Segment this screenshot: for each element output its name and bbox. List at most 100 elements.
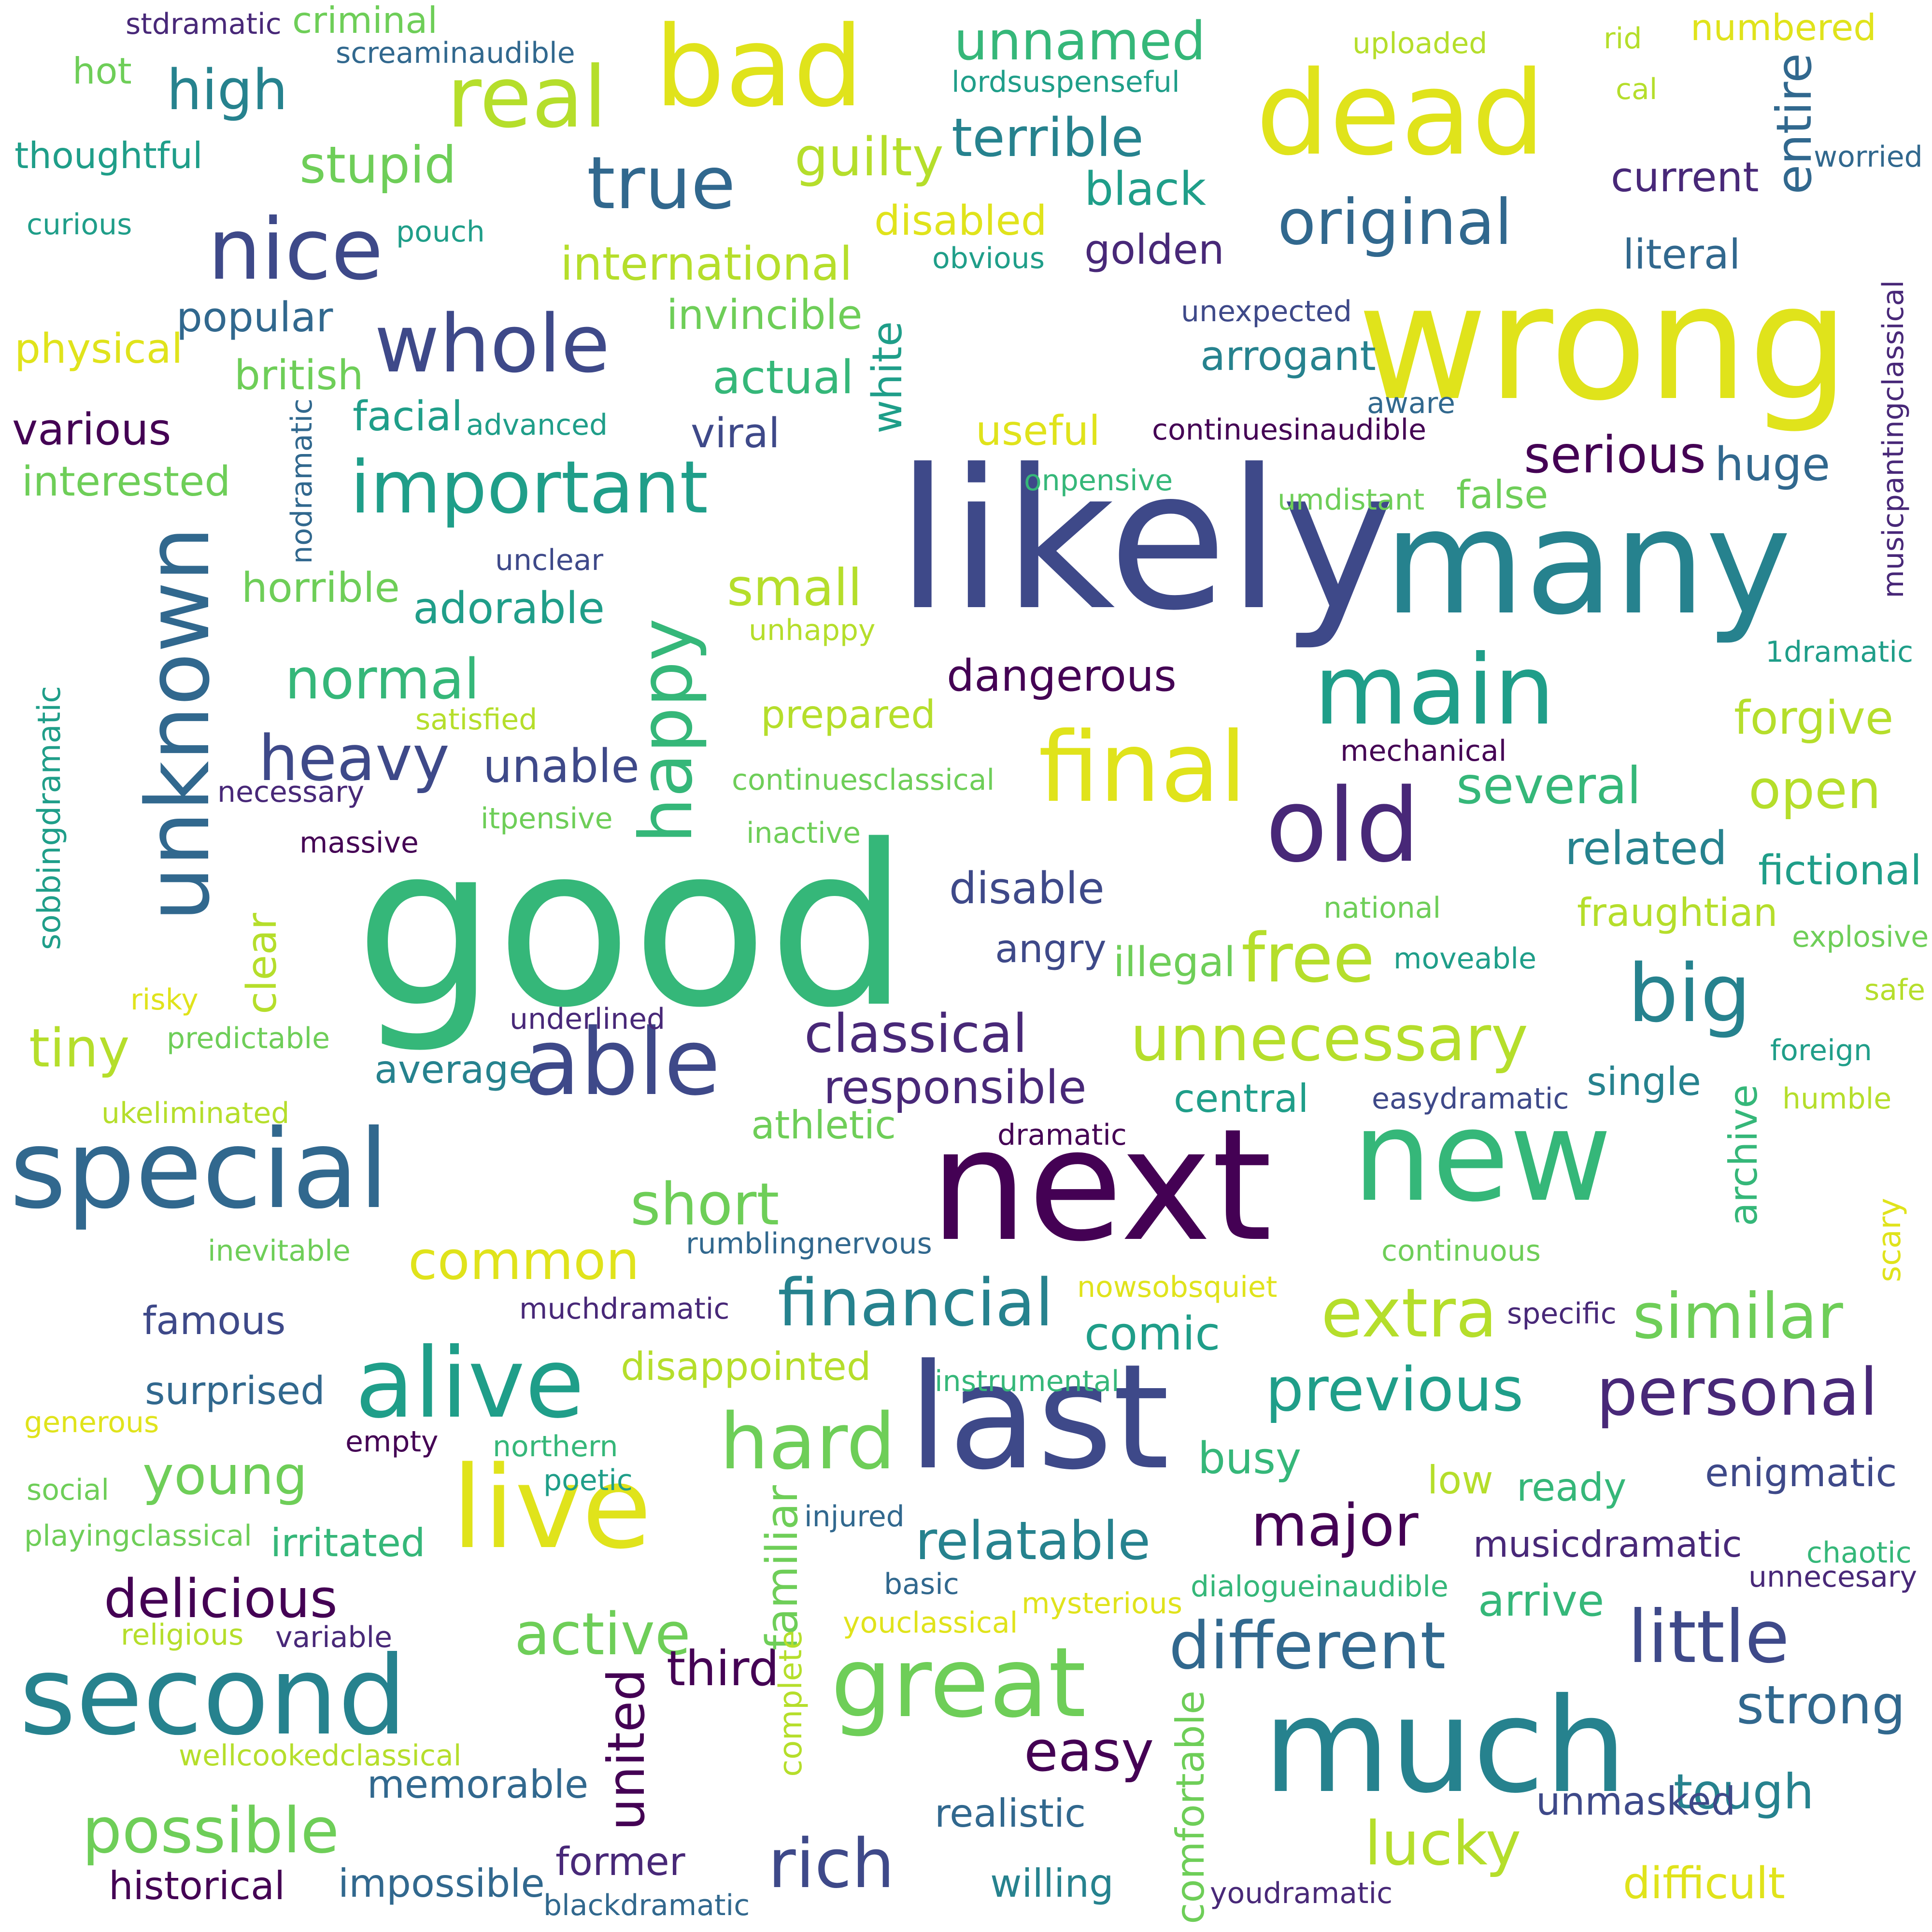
word: obvious — [932, 242, 1045, 275]
word: high — [167, 58, 288, 123]
word: dialogueinaudible — [1191, 1570, 1449, 1604]
word: worried — [1814, 140, 1923, 174]
word: wellcookedclassical — [179, 1739, 462, 1773]
word: disappointed — [621, 1344, 871, 1389]
word: advanced — [466, 408, 608, 442]
word: easydramatic — [1372, 1082, 1569, 1116]
word: disabled — [874, 197, 1047, 245]
word: pouch — [396, 215, 485, 249]
word: various — [12, 404, 171, 455]
word: 1dramatic — [1765, 635, 1914, 669]
word: onpensive — [1024, 464, 1173, 497]
word: great — [831, 1627, 1086, 1739]
word: unmasked — [1536, 1779, 1736, 1824]
word: safe — [1864, 973, 1926, 1007]
word: youclassical — [843, 1606, 1018, 1640]
word: foreign — [1770, 1034, 1872, 1067]
word: useful — [976, 407, 1100, 455]
word: tiny — [29, 1017, 130, 1079]
word: former — [555, 1839, 685, 1884]
word: nowsobsquiet — [1077, 1270, 1278, 1304]
word: special — [10, 1107, 389, 1233]
word: religious — [121, 1618, 244, 1652]
word: invincible — [667, 291, 863, 339]
word: specific — [1507, 1297, 1617, 1331]
word: current — [1611, 154, 1759, 201]
word: rumblingnervous — [686, 1227, 932, 1261]
word: delicious — [104, 1568, 338, 1630]
word: previous — [1265, 1355, 1524, 1425]
word: mysterious — [1022, 1587, 1182, 1620]
word: screaminaudible — [336, 36, 575, 70]
word: unhappy — [749, 613, 876, 647]
word: instrumental — [935, 1364, 1120, 1398]
word: northern — [493, 1430, 618, 1463]
word: massive — [299, 826, 419, 860]
word: many — [1384, 478, 1791, 647]
word: prepared — [761, 692, 936, 737]
word: small — [727, 558, 862, 617]
word: thoughtful — [14, 134, 203, 177]
word: dangerous — [947, 651, 1177, 701]
word: good — [355, 798, 909, 1056]
word: itpensive — [481, 802, 613, 836]
word: arrogant — [1200, 332, 1376, 380]
word: muchdramatic — [519, 1292, 730, 1326]
word: lucky — [1364, 1809, 1521, 1879]
word: youdramatic — [1210, 1876, 1393, 1910]
word: chaotic — [1806, 1536, 1912, 1570]
word: clear — [238, 913, 286, 1014]
word: important — [350, 446, 709, 530]
word: continuous — [1381, 1234, 1541, 1268]
word: huge — [1715, 438, 1831, 491]
word: satisfied — [415, 703, 538, 737]
word: british — [234, 352, 364, 399]
word: social — [27, 1473, 110, 1507]
word: unexpected — [1181, 295, 1352, 328]
word: white — [864, 321, 911, 434]
word: unclear — [495, 543, 604, 577]
word: tough — [1674, 1763, 1814, 1820]
word: false — [1456, 472, 1548, 517]
word: unknown — [128, 526, 229, 922]
word: next — [930, 1096, 1272, 1276]
word: moveable — [1393, 942, 1537, 976]
word: inactive — [746, 816, 861, 850]
word: low — [1427, 1458, 1493, 1503]
word: normal — [285, 647, 480, 712]
word: fictional — [1758, 847, 1922, 895]
word: umdistant — [1278, 483, 1425, 517]
word: rid — [1604, 22, 1642, 56]
word: national — [1323, 891, 1441, 925]
word: hard — [720, 1396, 895, 1487]
word: memorable — [367, 1762, 589, 1807]
word: arrive — [1478, 1576, 1605, 1626]
word: alive — [355, 1327, 585, 1440]
word: enigmatic — [1705, 1450, 1897, 1495]
word: disable — [949, 863, 1105, 914]
word: nodramatic — [285, 398, 319, 564]
word: familiar — [757, 1485, 808, 1650]
word: dead — [1256, 46, 1546, 181]
word: aware — [1367, 386, 1455, 420]
word: single — [1587, 1059, 1701, 1104]
word: humble — [1782, 1082, 1892, 1116]
word: big — [1628, 947, 1751, 1040]
word: wrong — [1357, 250, 1849, 436]
word: central — [1174, 1076, 1309, 1121]
word: underlined — [510, 1002, 666, 1036]
word: possible — [82, 1794, 340, 1867]
word: fraughtian — [1577, 890, 1778, 935]
word: bad — [654, 3, 864, 132]
word: predictable — [167, 1022, 330, 1055]
word: whole — [374, 298, 610, 390]
word: entire — [1766, 53, 1822, 195]
word: unable — [483, 740, 639, 793]
word: dramatic — [997, 1118, 1127, 1152]
word: horrible — [242, 564, 400, 612]
word: musicpantingclassical — [1876, 280, 1910, 598]
word: likely — [896, 428, 1395, 653]
word: illegal — [1113, 938, 1236, 986]
word: curious — [27, 208, 132, 242]
